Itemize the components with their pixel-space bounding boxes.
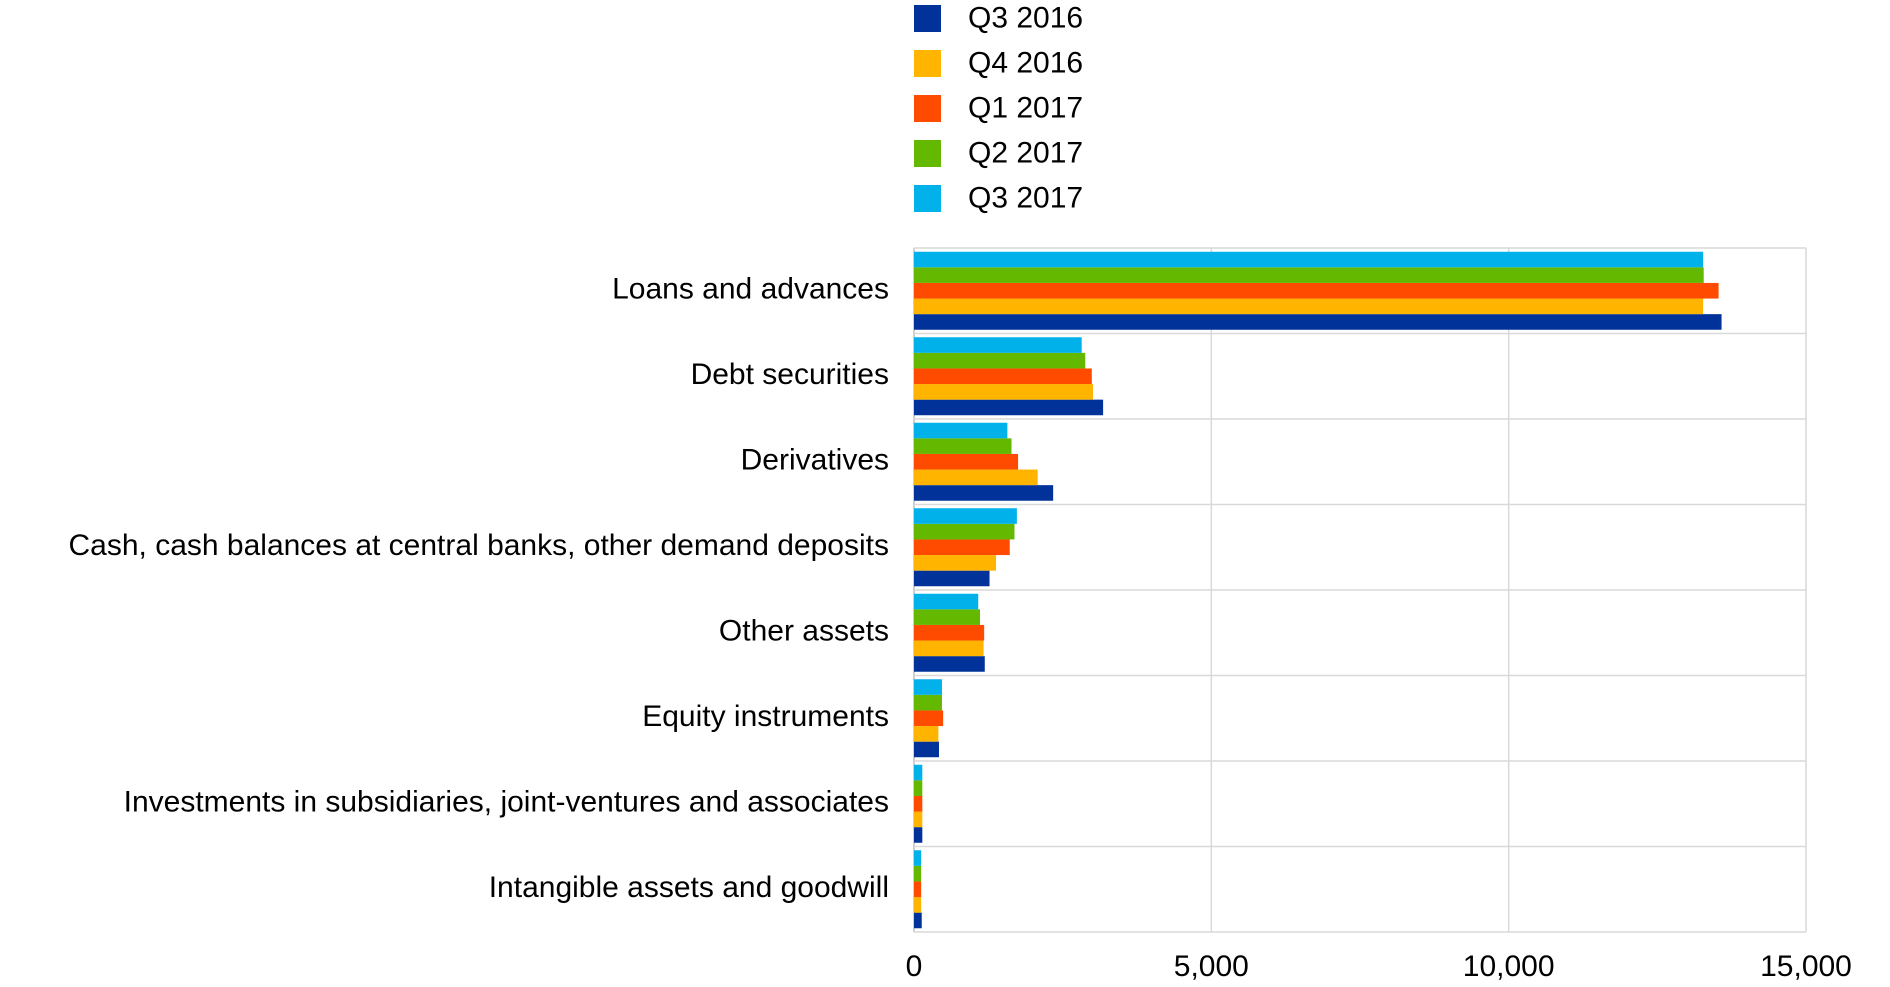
category-label-7: Investments in subsidiaries, joint-ventu… [124,786,889,819]
bar-5-q3-2016 [914,656,985,672]
bar-6-q3-2017 [914,679,942,695]
bar-2-q1-2017 [914,368,1092,385]
bar-3-q3-2017 [914,422,1008,439]
bar-7-q3-2017 [914,764,923,781]
category-label-5: Other assets [719,615,889,648]
bar-6-q4-2016 [914,726,939,742]
bar-8-q4-2016 [914,897,922,913]
bar-3-q2-2017 [914,438,1012,454]
category-label-1: Loans and advances [612,273,889,306]
bars-layer [914,251,1722,929]
bar-7-q3-2016 [914,827,923,843]
bar-7-q2-2017 [914,780,923,796]
x-tick-label-1: 5,000 [1174,950,1249,983]
bar-1-q3-2017 [914,251,1704,268]
x-tick-label-2: 10,000 [1463,950,1555,983]
bar-1-q2-2017 [914,267,1704,283]
bar-3-q4-2016 [914,469,1038,486]
legend-swatch-q3-2016 [914,5,941,32]
bar-2-q2-2017 [914,352,1086,369]
bar-1-q4-2016 [914,298,1704,315]
bar-8-q1-2017 [914,881,922,898]
bar-2-q3-2017 [914,337,1082,353]
legend-label-q3-2017: Q3 2017 [968,181,1083,214]
bar-6-q2-2017 [914,694,942,711]
bar-4-q2-2017 [914,523,1015,540]
legend-swatch-q2-2017 [914,140,941,167]
category-label-6: Equity instruments [642,700,889,733]
category-label-8: Intangible assets and goodwill [489,871,889,904]
bar-6-q3-2016 [914,741,939,758]
bar-8-q3-2017 [914,850,922,866]
category-labels: Loans and advances Debt securities Derivat… [69,273,890,905]
bar-5-q1-2017 [914,624,985,641]
legend-swatch-q1-2017 [914,95,941,122]
grid-layer [913,247,1807,933]
bar-1-q1-2017 [914,282,1719,299]
x-tick-label-3: 15,000 [1760,950,1852,983]
bar-5-q2-2017 [914,609,981,625]
legend: Q3 2016 Q4 2016 Q1 2017 Q2 2017 Q3 2017 [914,1,1083,214]
category-label-4: Cash, cash balances at central banks, ot… [69,529,890,562]
bar-5-q4-2016 [914,640,984,657]
bar-2-q4-2016 [914,384,1093,400]
bar-4-q4-2016 [914,555,997,571]
x-axis-tick-labels: 0 5,000 10,000 15,000 [906,950,1852,983]
bar-1-q3-2016 [914,314,1722,330]
legend-label-q2-2017: Q2 2017 [968,136,1083,169]
bar-4-q3-2016 [914,570,990,587]
bar-5-q3-2017 [914,593,979,610]
bar-3-q1-2017 [914,453,1019,470]
bar-2-q3-2016 [914,399,1104,416]
bar-4-q1-2017 [914,539,1010,556]
legend-swatch-q3-2017 [914,185,941,212]
bar-8-q2-2017 [914,865,922,882]
category-label-2: Debt securities [691,358,889,391]
bar-7-q4-2016 [914,811,923,828]
legend-label-q1-2017: Q1 2017 [968,91,1083,124]
bar-4-q3-2017 [914,508,1017,524]
legend-label-q3-2016: Q3 2016 [968,1,1083,34]
legend-label-q4-2016: Q4 2016 [968,46,1083,79]
bar-7-q1-2017 [914,795,923,812]
category-label-3: Derivatives [741,444,889,477]
bar-3-q3-2016 [914,485,1054,501]
bar-6-q1-2017 [914,710,944,727]
legend-swatch-q4-2016 [914,50,941,77]
x-tick-label-0: 0 [906,950,923,983]
bar-8-q3-2016 [914,912,922,929]
